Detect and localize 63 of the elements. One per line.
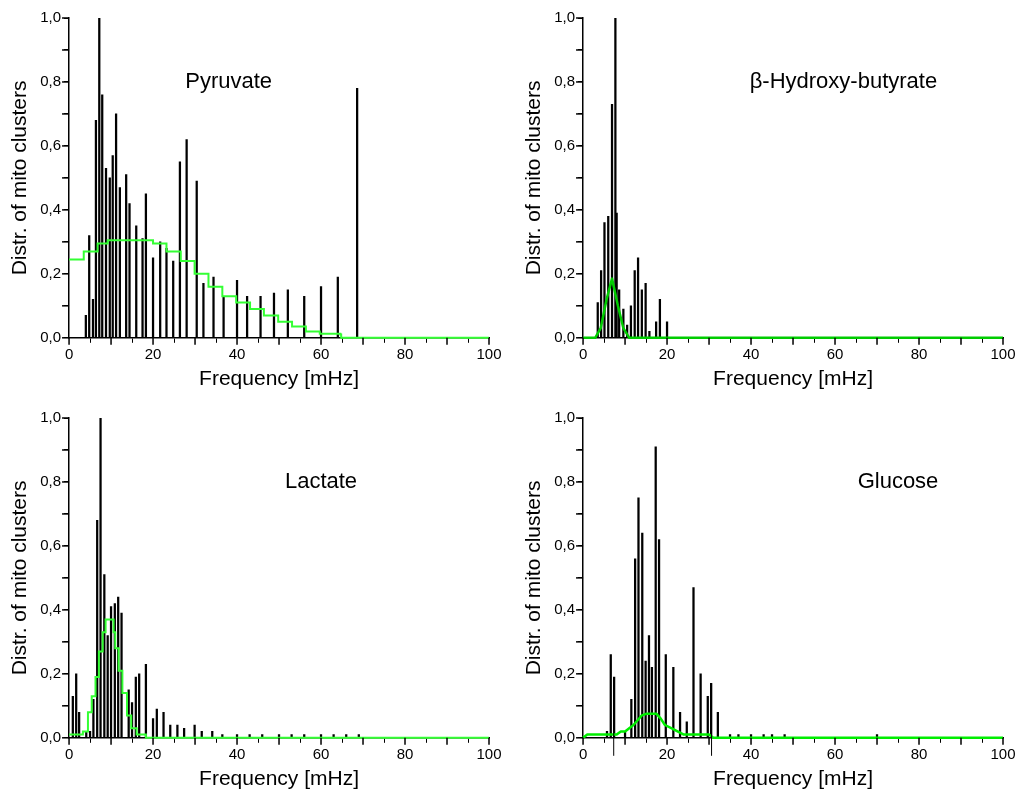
y-tick-label: 1,0 [554, 408, 576, 426]
x-tick-label: 40 [742, 344, 760, 362]
y-tick-label: 0,4 [554, 200, 576, 218]
y-tick-label: 0,6 [554, 136, 576, 154]
y-tick-label: 0,2 [40, 663, 62, 681]
text: β-Hydroxy-butyrate [749, 68, 938, 94]
text: Pyruvate [185, 68, 273, 94]
x-axis-title: Frequency [mHz] [713, 366, 873, 390]
x-tick-label: 60 [312, 344, 330, 362]
x-tick-label: 20 [144, 344, 162, 362]
y-tick-label: 0,2 [554, 263, 576, 281]
y-tick-label: 0,6 [40, 536, 62, 554]
y-tick-label: 0,8 [554, 472, 576, 490]
x-tick-label: 20 [658, 344, 676, 362]
y-tick-label: 0,0 [554, 727, 576, 745]
x-tick-label: 100 [990, 744, 1016, 762]
x-tick-label: 40 [228, 744, 246, 762]
y-tick-label: 0,2 [554, 663, 576, 681]
y-tick-label: 1,0 [554, 8, 576, 26]
x-tick-label: 0 [578, 744, 588, 762]
bar [644, 283, 647, 338]
y-tick-label: 1,0 [40, 8, 62, 26]
y-tick-label: 0,8 [40, 72, 62, 90]
x-tick-label: 60 [826, 744, 844, 762]
x-tick-label: 100 [990, 344, 1016, 362]
x-tick-label: 80 [396, 744, 414, 762]
text: Glucose [857, 468, 939, 494]
x-tick-label: 100 [476, 744, 502, 762]
y-tick-label: 0,0 [40, 727, 62, 745]
x-tick-label: 100 [476, 344, 502, 362]
y-axis-title: Distr. of mito clusters [7, 480, 31, 676]
x-axis-title: Frequency [mHz] [199, 366, 359, 390]
x-tick-label: 0 [64, 744, 74, 762]
y-axis-title: Distr. of mito clusters [521, 80, 545, 276]
x-tick-label: 0 [578, 344, 588, 362]
x-tick-label: 80 [396, 344, 414, 362]
x-tick-label: 80 [910, 744, 928, 762]
y-tick-label: 0,2 [40, 263, 62, 281]
y-tick-label: 0,4 [554, 600, 576, 618]
y-tick-label: 0,4 [40, 600, 62, 618]
x-tick-label: 0 [64, 344, 74, 362]
x-tick-label: 40 [742, 744, 760, 762]
x-tick-label: 60 [826, 344, 844, 362]
y-tick-label: 0,8 [554, 72, 576, 90]
y-tick-label: 0,0 [40, 327, 62, 345]
bar [162, 711, 165, 738]
y-tick-label: 1,0 [40, 408, 62, 426]
y-tick-label: 0,4 [40, 200, 62, 218]
bar [176, 724, 179, 738]
y-axis-title: Distr. of mito clusters [521, 480, 545, 676]
x-tick-label: 80 [910, 344, 928, 362]
y-tick-label: 0,0 [554, 327, 576, 345]
y-axis-title: Distr. of mito clusters [7, 80, 31, 276]
y-tick-label: 0,6 [40, 136, 62, 154]
text: Lactate [284, 468, 358, 494]
x-tick-label: 20 [658, 744, 676, 762]
x-tick-label: 60 [312, 744, 330, 762]
y-tick-label: 0,6 [554, 536, 576, 554]
x-axis-title: Frequency [mHz] [199, 766, 359, 790]
x-tick-label: 40 [228, 344, 246, 362]
y-tick-label: 0,8 [40, 472, 62, 490]
x-tick-label: 20 [144, 744, 162, 762]
x-axis-title: Frequency [mHz] [713, 766, 873, 790]
